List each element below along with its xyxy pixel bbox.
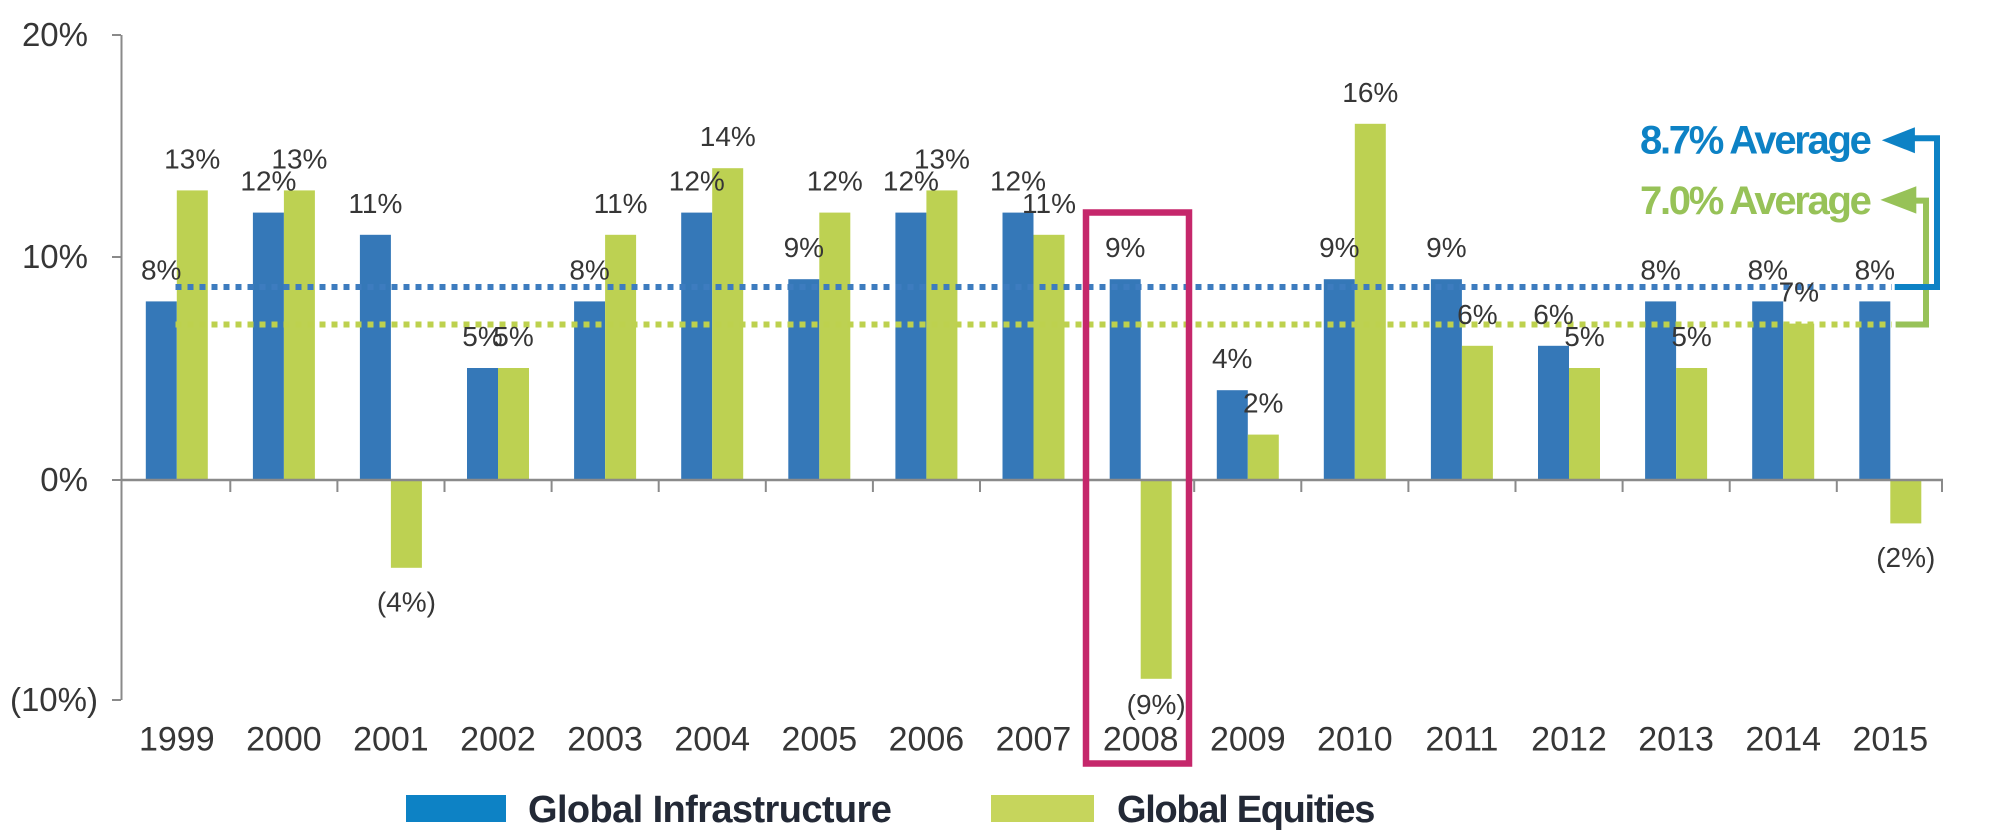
svg-text:5%: 5% [462, 321, 502, 352]
svg-text:2006: 2006 [889, 721, 965, 759]
svg-text:8.7% Average: 8.7% Average [1640, 119, 1871, 163]
svg-text:14%: 14% [700, 121, 756, 152]
svg-text:9%: 9% [784, 232, 824, 263]
svg-text:6%: 6% [1533, 299, 1573, 330]
svg-text:2005: 2005 [781, 721, 857, 759]
svg-text:2000: 2000 [246, 721, 322, 759]
svg-text:9%: 9% [1319, 232, 1359, 263]
svg-text:16%: 16% [1342, 77, 1398, 108]
svg-text:2002: 2002 [460, 721, 536, 759]
svg-text:2%: 2% [1243, 388, 1283, 419]
svg-text:8%: 8% [1748, 254, 1788, 285]
svg-text:11%: 11% [594, 188, 648, 219]
svg-text:12%: 12% [807, 166, 863, 197]
svg-text:8%: 8% [569, 254, 609, 285]
svg-text:9%: 9% [1105, 232, 1145, 263]
svg-text:2001: 2001 [353, 721, 429, 759]
svg-text:13%: 13% [914, 143, 970, 174]
svg-text:8%: 8% [1855, 254, 1895, 285]
svg-text:2004: 2004 [674, 721, 750, 759]
svg-text:2013: 2013 [1638, 721, 1714, 759]
svg-text:2009: 2009 [1210, 721, 1286, 759]
svg-text:11%: 11% [1022, 188, 1076, 219]
svg-text:2008: 2008 [1103, 721, 1179, 759]
svg-text:12%: 12% [240, 166, 296, 197]
svg-text:2011: 2011 [1425, 721, 1498, 759]
svg-text:(2%): (2%) [1876, 542, 1935, 573]
svg-text:2012: 2012 [1531, 721, 1607, 759]
svg-text:13%: 13% [164, 143, 220, 174]
svg-text:Global Equities: Global Equities [1117, 789, 1374, 831]
svg-text:0%: 0% [40, 461, 88, 498]
svg-text:(10%): (10%) [10, 681, 98, 718]
svg-text:Global Infrastructure: Global Infrastructure [528, 789, 891, 831]
svg-text:11%: 11% [348, 188, 402, 219]
svg-text:2014: 2014 [1745, 721, 1821, 759]
svg-text:5%: 5% [1671, 321, 1711, 352]
svg-text:8%: 8% [141, 254, 181, 285]
svg-text:12%: 12% [990, 166, 1046, 197]
svg-text:2015: 2015 [1852, 721, 1928, 759]
svg-text:10%: 10% [22, 238, 88, 275]
svg-text:13%: 13% [271, 143, 327, 174]
svg-text:7%: 7% [1779, 277, 1819, 308]
svg-text:2007: 2007 [996, 721, 1072, 759]
svg-text:4%: 4% [1212, 343, 1252, 374]
svg-text:2003: 2003 [567, 721, 643, 759]
svg-text:1999: 1999 [139, 721, 215, 759]
svg-text:5%: 5% [493, 321, 533, 352]
svg-text:7.0% Average: 7.0% Average [1640, 179, 1871, 223]
svg-text:12%: 12% [669, 166, 725, 197]
svg-text:5%: 5% [1564, 321, 1604, 352]
svg-text:(4%): (4%) [377, 587, 436, 618]
svg-text:20%: 20% [22, 16, 88, 53]
svg-text:(9%): (9%) [1127, 689, 1186, 720]
svg-text:2010: 2010 [1317, 721, 1393, 759]
svg-text:9%: 9% [1426, 232, 1466, 263]
svg-text:8%: 8% [1640, 254, 1680, 285]
svg-text:6%: 6% [1457, 299, 1497, 330]
svg-text:12%: 12% [883, 166, 939, 197]
